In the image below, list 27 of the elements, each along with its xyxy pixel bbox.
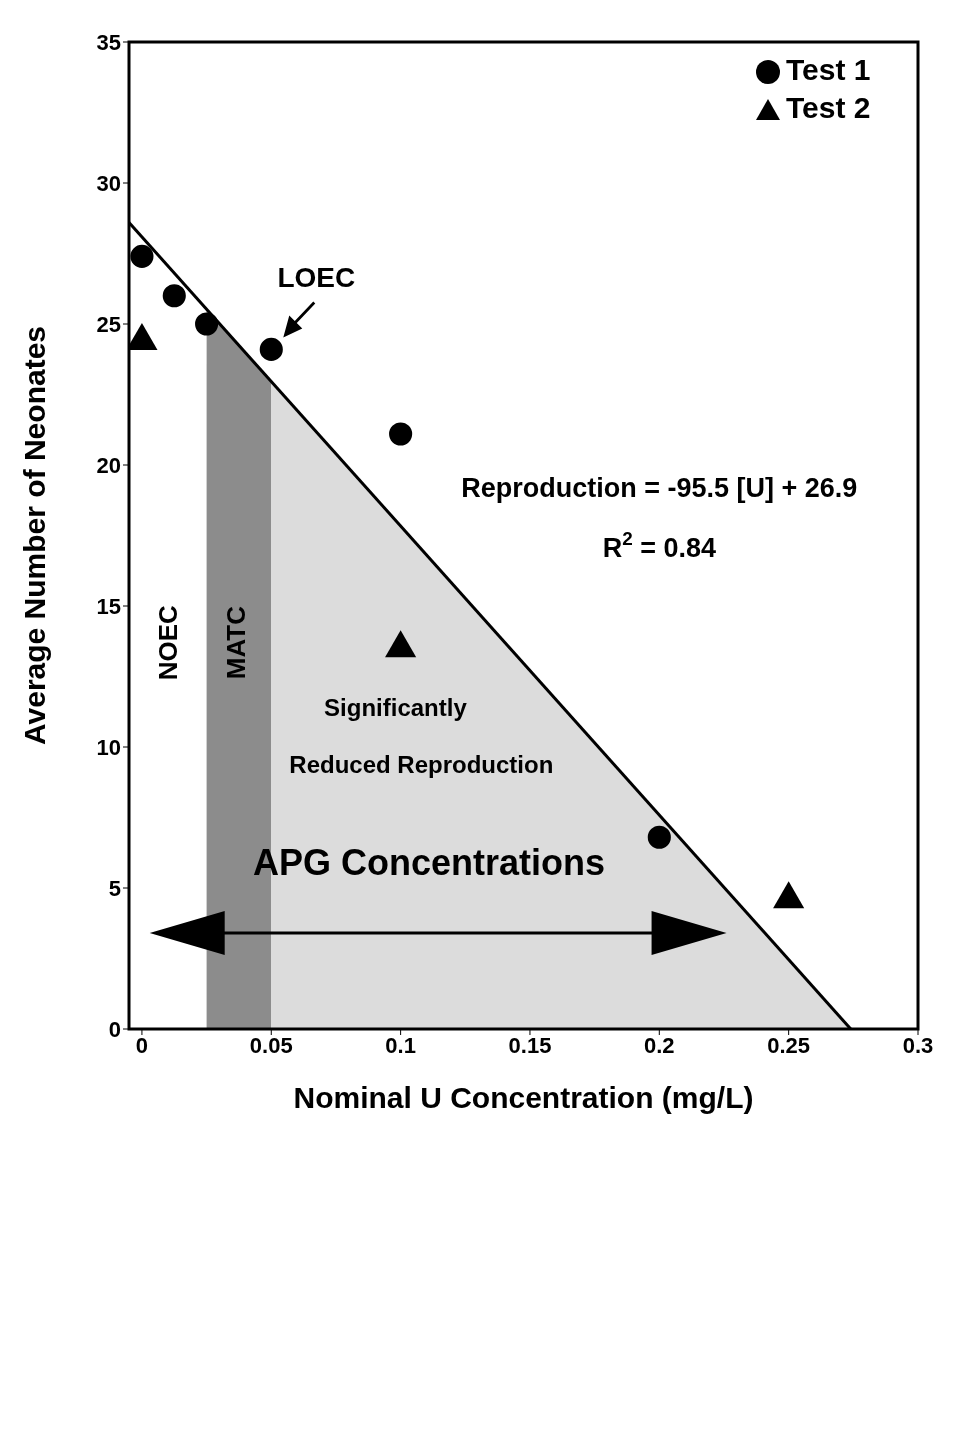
y-axis-title: Average Number of Neonates: [17, 325, 51, 746]
annotation: Reproduction = -95.5 [U] + 26.9: [461, 473, 858, 504]
y-tick-label: 10: [96, 734, 121, 760]
x-tick-label: 0: [135, 1032, 149, 1058]
x-tick-label: 0.05: [249, 1032, 293, 1058]
annotation: LOEC: [277, 262, 356, 294]
y-tick-label: 35: [96, 29, 121, 55]
annotation: R$^{2}$ = 0.84: [602, 527, 716, 563]
x-tick-label: 0.3: [902, 1032, 934, 1058]
x-tick-label: 0.25: [767, 1032, 811, 1058]
annotation: Reduced Reproduction: [289, 751, 554, 779]
annotation: NOEC: [153, 604, 184, 681]
annotation: Significantly: [324, 694, 468, 722]
y-tick-label: 25: [96, 311, 121, 337]
y-tick-label: 0: [108, 1016, 121, 1042]
legend-label: Test 2: [786, 90, 871, 124]
y-tick-label: 15: [96, 593, 121, 619]
y-tick-label: 5: [108, 875, 121, 901]
y-tick-label: 20: [96, 452, 121, 478]
legend-label: Test 1: [786, 52, 871, 86]
x-tick-label: 0.2: [644, 1032, 675, 1058]
x-axis-title: Nominal U Concentration (mg/L): [293, 1081, 754, 1114]
x-tick-label: 0.1: [385, 1032, 416, 1058]
y-tick-label: 30: [96, 170, 121, 196]
annotation: APG Concentrations: [253, 841, 606, 883]
annotation: MATC: [220, 605, 251, 680]
x-tick-label: 0.15: [508, 1032, 552, 1058]
